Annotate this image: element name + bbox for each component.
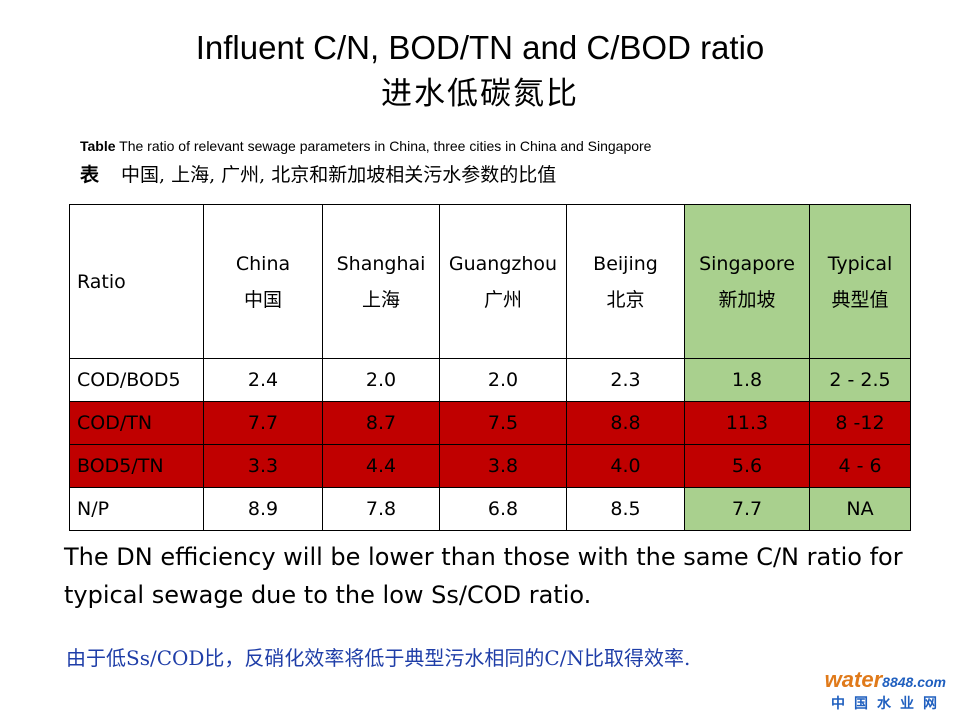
table-row-bod5-tn: BOD5/TN 3.3 4.4 3.8 4.0 5.6 4 - 6 [69,444,911,488]
table-row-n-p: N/P 8.9 7.8 6.8 8.5 7.7 NA [69,487,911,531]
header-shanghai-zh: 上海 [361,288,400,311]
slide-title: Influent C/N, BOD/TN and C/BOD ratio [195,29,765,66]
table-cell: 4 - 6 [809,444,911,488]
watermark-brand: water8848.com [825,668,946,694]
table-cell: 3.3 [203,444,323,488]
note-chinese: 由于低Ss/COD比，反硝化效率将低于典型污水相同的C/N比取得效率. [66,646,691,670]
table-header-row: Ratio China 中国 Shanghai 上海 Guangzhou 广州 Bei… [69,204,911,359]
header-china-en: China [235,252,291,275]
header-singapore: Singapore 新加坡 [684,204,810,359]
caption-text: The ratio of relevant sewage parameters … [115,138,652,154]
table-cell: 8.9 [203,487,323,531]
row-label: COD/TN [69,401,204,445]
table-cell: 7.7 [684,487,810,531]
table-cell: 2.0 [439,358,567,402]
table-cell: 4.0 [566,444,685,488]
header-china-zh: 中国 [243,288,282,311]
table-cell: 8.7 [322,401,440,445]
header-typical-zh: 典型值 [831,288,889,311]
header-shanghai: Shanghai 上海 [322,204,440,359]
table-row-cod-tn: COD/TN 7.7 8.7 7.5 8.8 11.3 8 -12 [69,401,911,445]
table-cell: 6.8 [439,487,567,531]
watermark-brand-domain: .com [913,674,946,690]
table-cell: 2.3 [566,358,685,402]
table-cell: NA [809,487,911,531]
header-guangzhou: Guangzhou 广州 [439,204,567,359]
row-label: COD/BOD5 [69,358,204,402]
watermark-brand-number: 8848 [882,674,914,690]
table-caption: Table The ratio of relevant sewage param… [80,137,651,155]
table-cell: 11.3 [684,401,810,445]
table-cell: 5.6 [684,444,810,488]
header-guangzhou-zh: 广州 [483,288,522,311]
row-label: N/P [69,487,204,531]
table-cell: 2.4 [203,358,323,402]
watermark-brand-word: water [824,667,883,692]
header-typical-en: Typical [827,252,893,275]
header-singapore-zh: 新加坡 [718,288,776,311]
table-cell: 1.8 [684,358,810,402]
table-row-cod-bod5: COD/BOD5 2.4 2.0 2.0 2.3 1.8 2 - 2.5 [69,358,911,402]
table-cell: 4.4 [322,444,440,488]
table-cell: 7.5 [439,401,567,445]
slide-title-chinese: 进水低碳氮比 [381,76,579,112]
header-beijing: Beijing 北京 [566,204,685,359]
watermark-logo: water8848.com 中国水业网 [825,668,946,712]
table-cell: 3.8 [439,444,567,488]
ratio-table: Ratio China 中国 Shanghai 上海 Guangzhou 广州 Bei… [69,204,911,531]
header-ratio: Ratio [69,204,204,359]
table-cell: 8.8 [566,401,685,445]
table-cell: 2 - 2.5 [809,358,911,402]
table-cell: 7.8 [322,487,440,531]
table-cell: 2.0 [322,358,440,402]
table-cell: 7.7 [203,401,323,445]
header-typical: Typical 典型值 [809,204,911,359]
table-caption-chinese: 表中国, 上海, 广州, 北京和新加坡相关污水参数的比值 [80,162,556,188]
table-cell: 8.5 [566,487,685,531]
caption-zh-label: 表 [80,164,100,186]
caption-zh-text: 中国, 上海, 广州, 北京和新加坡相关污水参数的比值 [121,164,557,186]
header-guangzhou-en: Guangzhou [448,252,558,275]
table-cell: 8 -12 [809,401,911,445]
watermark-subtitle: 中国水业网 [831,695,946,711]
caption-label: Table [80,138,116,154]
header-beijing-en: Beijing [593,252,658,275]
header-singapore-en: Singapore [699,252,795,275]
header-beijing-zh: 北京 [606,288,645,311]
note-english: The DN efficiency will be lower than tho… [64,543,903,609]
row-label: BOD5/TN [69,444,204,488]
header-china: China 中国 [203,204,323,359]
header-shanghai-en: Shanghai [336,252,426,275]
